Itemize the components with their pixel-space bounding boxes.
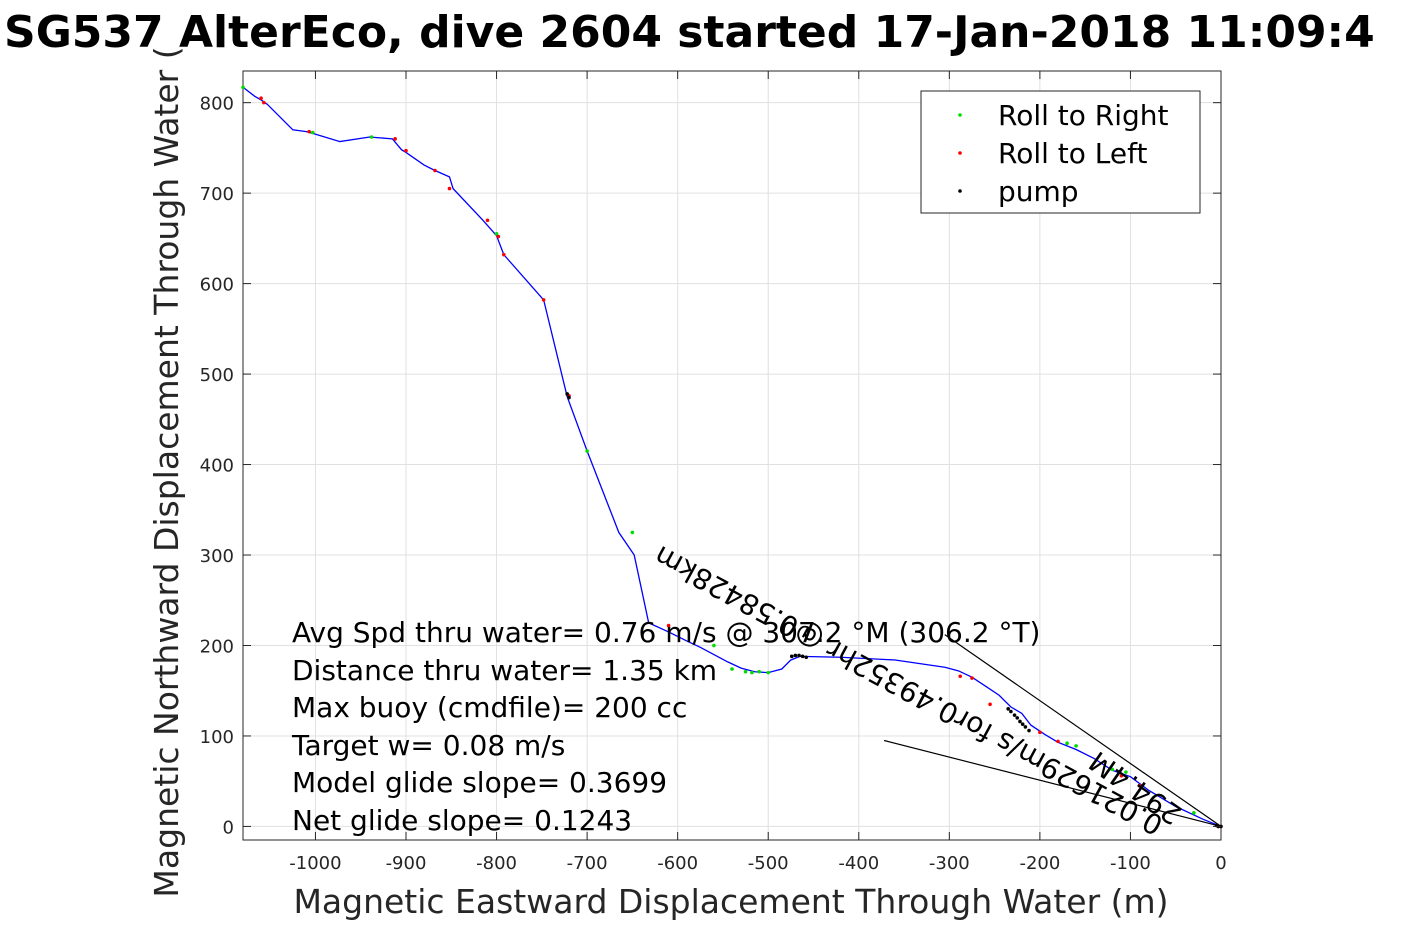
point-roll-to-right [757,669,761,674]
point-roll-to-right [1192,811,1196,815]
point-pump [797,653,801,658]
x-tick-label: -700 [567,853,608,874]
y-tick-label: 300 [200,546,234,567]
annotation-model-glide: Model glide slope= 0.3699 [292,766,667,799]
x-tick-label: 0 [1215,853,1226,874]
x-tick-label: -1000 [289,853,341,874]
point-pump [1012,713,1017,717]
point-roll-to-left [1137,783,1142,788]
y-tick-label: 0 [223,817,234,838]
annotation-current-rotated: 0.021629m/s for0.49352hr @0.58428km [649,539,1169,842]
point-pump [567,395,571,400]
points-layer [241,85,1223,829]
point-roll-to-left [1038,730,1042,735]
point-roll-to-left [1056,739,1060,744]
point-roll-to-right [1110,767,1115,772]
point-roll-to-right [1124,770,1128,774]
y-tick-label: 800 [200,94,234,115]
point-roll-to-right [766,670,771,675]
point-roll-to-right [750,670,754,675]
point-roll-to-right [730,667,734,671]
point-roll-to-left [502,252,506,257]
point-roll-to-right [1065,741,1069,745]
legend-box [920,90,1201,214]
point-pump [1023,725,1028,729]
point-pump [800,654,805,659]
legend-label-roll-right: Roll to Right [998,99,1169,132]
annotation-lines [883,634,1222,828]
point-roll-to-left [307,129,311,134]
point-roll-to-left [262,100,266,105]
point-pump [1015,716,1020,720]
x-tick-label: -500 [748,853,789,874]
point-roll-to-left [485,218,490,223]
point-roll-to-right [743,669,748,674]
point-roll-to-right [369,135,374,139]
legend-label-roll-left: Roll to Left [998,137,1147,170]
x-tick-label: -100 [1110,853,1151,874]
plot-area-frame [242,70,1222,841]
point-roll-to-right [630,530,635,535]
point-roll-to-left [433,168,437,173]
x-tick-label: -400 [838,853,879,874]
x-tick-label: -200 [1019,853,1060,874]
point-pump [565,392,569,396]
legend-marker-roll-right [958,113,962,117]
point-roll-to-right [712,643,716,648]
point-roll-to-right [585,449,589,453]
y-tick-label: 100 [200,727,234,748]
point-roll-to-left [970,676,974,680]
track-layer [242,86,1222,828]
x-axis-label: Magnetic Eastward Displacement Through W… [293,882,1168,921]
point-pump [1009,709,1013,714]
annotation-net-glide: Net glide slope= 0.1243 [292,804,632,837]
annotation-vector-line [883,739,1222,828]
legend: Roll to Right Roll to Left pump [920,90,1201,214]
point-roll-to-left [404,148,408,153]
point-roll-to-right [494,232,499,236]
point-roll-to-left [541,298,546,302]
point-roll-to-left [259,96,263,100]
point-roll-to-left [447,186,452,191]
point-roll-to-right [241,85,245,90]
x-tick-label: -800 [476,853,517,874]
point-roll-to-left [496,234,501,239]
point-roll-to-left [988,702,992,707]
legend-marker-pump [958,189,962,193]
point-pump [793,653,798,658]
point-roll-to-right [310,130,315,135]
annotation-target-w: Target w= 0.08 m/s [291,729,565,762]
legend-label-pump: pump [998,175,1079,208]
summary-annotations: Avg Spd thru water= 0.76 m/s @ 307.2 °M … [291,616,1040,837]
x-tick-label: -300 [929,853,970,874]
point-pump [804,655,809,660]
point-roll-to-left [666,623,671,628]
x-tick-label: -600 [657,853,698,874]
point-pump [789,654,794,659]
point-roll-to-left [393,137,397,141]
annotation-distance: Distance thru water= 1.35 km [292,654,717,687]
y-tick-label: 400 [200,456,234,477]
y-tick-label: 700 [200,184,234,205]
annotation-avg-speed: Avg Spd thru water= 0.76 m/s @ 307.2 °M … [292,616,1040,649]
x-tick-label: -900 [386,853,427,874]
annotation-vector-line [944,634,1222,827]
track-line [242,86,1222,828]
point-pump [1027,728,1031,733]
chart-title: SG537 AlterEco, dive 2604 started 17-Jan… [4,7,1375,58]
y-axis-label: Magnetic Northward Displacement Through … [147,46,186,897]
legend-marker-roll-left [958,151,962,155]
annotation-max-buoy: Max buoy (cmdfile)= 200 cc [292,691,687,724]
point-pump [1018,719,1022,724]
y-tick-label: 200 [200,636,234,657]
point-pump [1020,722,1025,726]
y-tick-label: 500 [200,365,234,386]
point-roll-to-right [1074,744,1078,748]
tick-labels: -1000 -900 -800 -700 -600 -500 -400 -300 -200 -10… [200,71,1227,874]
point-pump [1006,707,1010,711]
y-tick-label: 600 [200,275,234,296]
point-roll-to-left [958,674,962,679]
point-roll-to-left [1119,773,1124,778]
